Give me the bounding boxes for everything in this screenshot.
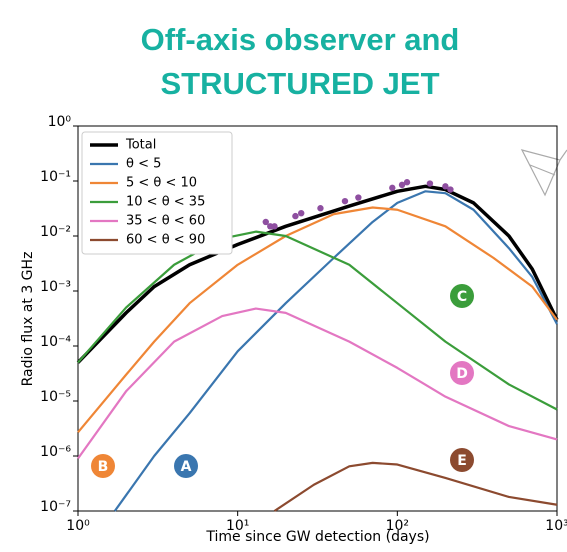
observation-point (271, 223, 277, 229)
y-tick-label: 10⁻⁷ (40, 499, 71, 515)
y-tick-label: 10⁻¹ (40, 169, 71, 185)
y-tick-label: 10⁻² (40, 224, 71, 240)
annotation-label: C (457, 289, 467, 305)
chart-title: Off-axis observer and (141, 22, 460, 57)
series-line (274, 463, 557, 511)
chart-title: STRUCTURED JET (160, 66, 439, 101)
series-line (78, 232, 557, 410)
legend-label: 5 < θ < 10 (126, 176, 197, 191)
observation-point (404, 179, 410, 185)
legend-label: Total (125, 138, 156, 153)
observation-point (292, 213, 298, 219)
x-tick-label: 10¹ (226, 518, 249, 534)
annotation-label: B (98, 459, 109, 475)
legend-label: 60 < θ < 90 (126, 233, 205, 248)
observation-point (427, 180, 433, 186)
legend-label: 10 < θ < 35 (126, 195, 205, 210)
observation-point (317, 205, 323, 211)
observation-point (298, 210, 304, 216)
antenna-icon (522, 150, 567, 195)
y-axis-label: Radio flux at 3 GHz (20, 252, 36, 387)
observation-point (342, 198, 348, 204)
observation-point (447, 186, 453, 192)
chart: Off-axis observer and STRUCTURED JET Tim… (0, 0, 567, 548)
x-tick-label: 10³ (545, 518, 567, 534)
x-tick-label: 10² (386, 518, 409, 534)
y-tick-label: 10⁻⁵ (40, 389, 71, 405)
legend-label: θ < 5 (126, 157, 161, 172)
y-tick-label: 10⁻⁶ (40, 444, 71, 460)
y-tick-label: 10⁻³ (40, 279, 71, 295)
series-line (78, 309, 557, 459)
legend-label: 35 < θ < 60 (126, 214, 205, 229)
observation-point (389, 185, 395, 191)
y-tick-label: 10⁻⁴ (40, 334, 71, 350)
observation-point (355, 194, 361, 200)
annotation-label: D (456, 366, 468, 382)
x-tick-label: 10⁰ (66, 518, 90, 534)
annotation-label: A (181, 459, 192, 475)
annotation-label: E (457, 453, 467, 469)
y-tick-label: 10⁰ (48, 114, 72, 130)
